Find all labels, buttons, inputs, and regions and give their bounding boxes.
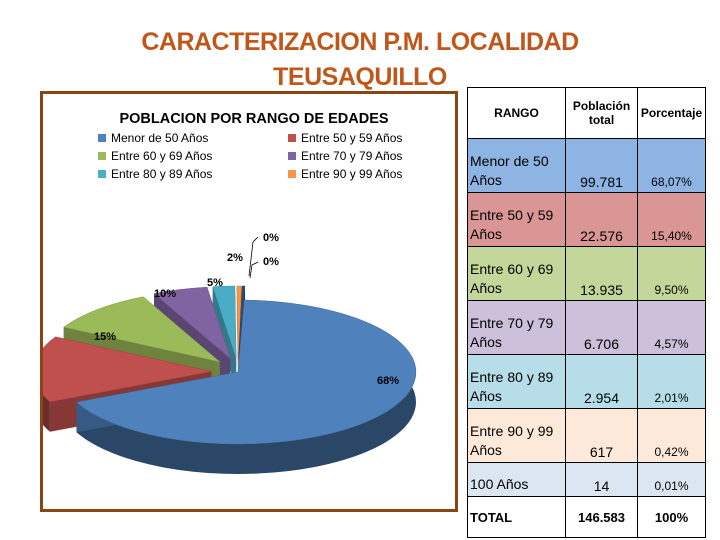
legend-label: Entre 80 y 89 Años <box>111 167 212 181</box>
pie-data-label: 10% <box>154 288 176 300</box>
cell-poblacion: 617 <box>565 408 638 463</box>
legend-label: Entre 60 y 69 Años <box>111 149 212 163</box>
legend-label: Entre 90 y 99 Años <box>301 167 402 181</box>
legend-item: Entre 60 y 69 Años <box>98 149 212 163</box>
table-row: 100 Años 14 0,01% <box>467 462 706 497</box>
table-row: Entre 80 y 89 Años 2.954 2,01% <box>467 354 706 409</box>
cell-rango: Entre 60 y 69 Años <box>467 246 566 301</box>
cell-porcentaje: 0,42% <box>637 408 706 463</box>
cell-rango: Entre 50 y 59 Años <box>467 192 566 247</box>
table-total-row: TOTAL 146.583 100% <box>467 496 706 538</box>
cell-porcentaje: 68,07% <box>637 138 706 193</box>
table-header-row: RANGO Población total Porcentaje <box>467 87 706 139</box>
table-row: Entre 90 y 99 Años 617 0,42% <box>467 408 706 463</box>
leader-line <box>249 261 259 279</box>
cell-porcentaje: 0,01% <box>637 462 706 497</box>
legend-item: Menor de 50 Años <box>98 131 208 145</box>
leader-line <box>248 236 259 277</box>
legend-swatch <box>98 152 106 160</box>
pie-slice <box>212 285 237 389</box>
cell-rango: Entre 80 y 89 Años <box>467 354 566 409</box>
chart-title: POBLACION POR RANGO DE EDADES <box>119 111 388 127</box>
cell-rango: Entre 90 y 99 Años <box>467 408 566 463</box>
legend-item: Entre 80 y 89 Años <box>98 167 212 181</box>
cell-rango: Menor de 50 Años <box>467 138 566 193</box>
legend-item: Entre 50 y 59 Años <box>288 131 402 145</box>
header-poblacion: Población total <box>565 87 638 139</box>
cell-poblacion: 22.576 <box>565 192 638 247</box>
cell-poblacion: 2.954 <box>565 354 638 409</box>
table-row: Entre 60 y 69 Años 13.935 9,50% <box>467 246 706 301</box>
chart-legend: Menor de 50 Años Entre 50 y 59 Años Entre … <box>98 131 402 181</box>
pie-data-label: 2% <box>227 252 243 264</box>
pie-data-label: 0% <box>263 232 279 244</box>
pie-data-labels: 68% 15% 10% 5% 2% 0% 0% <box>94 232 399 387</box>
cell-poblacion: 14 <box>565 462 638 497</box>
cell-rango: 100 Años <box>467 462 566 497</box>
cell-porcentaje: 15,40% <box>637 192 706 247</box>
pie-data-label: 5% <box>207 277 223 289</box>
legend-swatch <box>288 170 296 178</box>
legend-swatch <box>288 152 296 160</box>
legend-label: Entre 70 y 79 Años <box>301 149 402 163</box>
pie-chart-panel: POBLACION POR RANGO DE EDADES Menor de 5… <box>40 91 458 512</box>
cell-porcentaje: 4,57% <box>637 300 706 355</box>
page-title-line1: CARACTERIZACION P.M. LOCALIDAD <box>141 28 579 56</box>
cell-poblacion: 13.935 <box>565 246 638 301</box>
cell-rango: Entre 70 y 79 Años <box>467 300 566 355</box>
legend-item: Entre 90 y 99 Años <box>288 167 402 181</box>
total-poblacion: 146.583 <box>565 496 638 538</box>
total-rango: TOTAL <box>467 496 566 538</box>
cell-porcentaje: 2,01% <box>637 354 706 409</box>
legend-swatch <box>98 170 106 178</box>
legend-label: Entre 50 y 59 Años <box>301 131 402 145</box>
pie-slices <box>43 285 417 474</box>
pie-data-label: 68% <box>377 375 399 387</box>
header-rango: RANGO <box>467 87 566 139</box>
page-title-line2: TEUSAQUILLO <box>273 63 447 91</box>
legend-label: Menor de 50 Años <box>111 131 208 145</box>
pie-data-label: 0% <box>263 256 279 268</box>
legend-swatch <box>98 134 106 142</box>
table-row: Entre 70 y 79 Años 6.706 4,57% <box>467 300 706 355</box>
total-porcentaje: 100% <box>637 496 706 538</box>
cell-porcentaje: 9,50% <box>637 246 706 301</box>
cell-poblacion: 99.781 <box>565 138 638 193</box>
population-table: RANGO Población total Porcentaje Menor d… <box>467 87 706 538</box>
pie-slice <box>75 299 417 474</box>
cell-poblacion: 6.706 <box>565 300 638 355</box>
table-row: Menor de 50 Años 99.781 68,07% <box>467 138 706 193</box>
table-row: Entre 50 y 59 Años 22.576 15,40% <box>467 192 706 247</box>
pie-data-label: 15% <box>94 331 116 343</box>
legend-item: Entre 70 y 79 Años <box>288 149 402 163</box>
legend-swatch <box>288 134 296 142</box>
header-porcentaje: Porcentaje <box>637 87 706 139</box>
pie-chart: POBLACION POR RANGO DE EDADES Menor de 5… <box>43 111 417 474</box>
